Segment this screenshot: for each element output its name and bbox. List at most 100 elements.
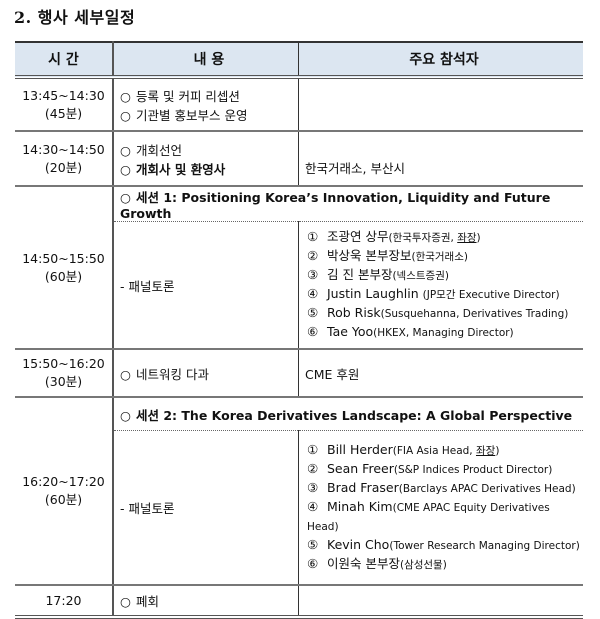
time: 14:30~14:50 <box>22 141 105 157</box>
time-cell: 14:30~14:50 (20분) <box>15 131 114 187</box>
paren: ) <box>495 445 500 457</box>
panelist: ④ Minah Kim(CME APAC Equity Derivatives H… <box>307 498 583 536</box>
session-text: 세션 2: The Korea Derivatives Landscape: A… <box>136 407 573 423</box>
panelist-name: 이원숙 본부장 <box>327 556 400 571</box>
panel-list: ① Bill Herder(FIA Asia Head, 좌장) ② Sean Fre… <box>298 430 583 586</box>
panelist-name: Kevin Cho <box>327 537 390 552</box>
affiliation: (한국투자증권, <box>388 232 458 244</box>
chair-label: 좌장 <box>457 232 477 244</box>
paren: ) <box>476 232 481 244</box>
table-row: 13:45~14:30 (45분) ○ 등록 및 커피 리셉션 ○ 기관별 홍보부스 운… <box>15 77 583 132</box>
panelist-name: Bill Herder <box>327 442 393 457</box>
chair-label: 좌장 <box>475 445 496 457</box>
panelist: ⑤ Rob Risk(Susquehanna, Derivatives Tradi… <box>307 304 583 323</box>
number: ② <box>307 461 319 476</box>
attendees-cell: 한국거래소, 부산시 <box>298 131 583 187</box>
schedule-table: 시 간 내 용 주요 참석자 13:45~14:30 (45분) ○ 등록 및 커피… <box>15 41 583 619</box>
panel-row: - 패널토론 ① 조광연 상무(한국투자증권, 좌장) ② 박상욱 본부장보(한국거래… <box>15 221 583 350</box>
content-cell: ○ 개회선언 ○ 개회사 및 환영사 <box>113 131 299 187</box>
panelist: ④ Justin Laughlin (JP모간 Executive Directo… <box>307 285 583 304</box>
time-cell: 15:50~16:20 (30분) <box>15 349 114 398</box>
time: 14:50~15:50 <box>22 250 105 266</box>
item: 기관별 홍보부스 운영 <box>136 107 248 123</box>
number: ⑥ <box>307 324 319 339</box>
header-row: 시 간 내 용 주요 참석자 <box>15 41 583 79</box>
number: ④ <box>307 286 319 301</box>
duration: (60분) <box>44 492 83 507</box>
header-time: 시 간 <box>15 41 114 79</box>
affiliation: (Tower Research Managing Director) <box>389 540 580 552</box>
number: ⑥ <box>307 556 319 571</box>
panelist-name: Justin Laughlin <box>327 286 423 301</box>
panelist: ② Sean Freer(S&P Indices Product Director… <box>307 460 583 479</box>
content-cell: ○ 네트워킹 다과 <box>113 349 299 398</box>
panelist: ⑥ 이원숙 본부장(삼성선물) <box>307 555 583 574</box>
time: 13:45~14:30 <box>22 87 105 103</box>
panel-label: - 패널토론 <box>113 430 299 586</box>
panelist-name: 박상욱 본부장보 <box>327 248 412 263</box>
affiliation: (Barclays APAC Derivatives Head) <box>398 483 576 495</box>
number: ③ <box>307 267 319 282</box>
panelist-name: Tae Yoo <box>327 324 374 339</box>
header-content: 내 용 <box>113 41 299 79</box>
time-cell: 16:20~17:20 (60분) <box>15 397 114 586</box>
panelist-name: Rob Risk <box>327 305 381 320</box>
panel-list: ① 조광연 상무(한국투자증권, 좌장) ② 박상욱 본부장보(한국거래소) ③ 김 진 … <box>298 221 583 350</box>
panelist: ⑤ Kevin Cho(Tower Research Managing Direc… <box>307 536 583 555</box>
number: ① <box>307 442 319 457</box>
session-row: 16:20~17:20 (60분) ○ 세션 2: The Korea Deriva… <box>15 397 583 586</box>
item: 네트워킹 다과 <box>136 366 209 382</box>
affiliation: (Susquehanna, Derivatives Trading) <box>380 308 569 320</box>
duration: (45분) <box>44 105 83 121</box>
number: ② <box>307 248 319 263</box>
affiliation: (넥스트증권) <box>392 270 449 282</box>
panelist-name: Brad Fraser <box>327 480 399 495</box>
number: ④ <box>307 499 319 514</box>
affiliation: (HKEX, Managing Director) <box>373 327 514 339</box>
duration: (60분) <box>44 268 83 284</box>
attendees-cell: CME 후원 <box>298 349 583 398</box>
panelist: ③ Brad Fraser(Barclays APAC Derivatives H… <box>307 479 583 498</box>
duration: (20분) <box>44 159 83 175</box>
panelist: ② 박상욱 본부장보(한국거래소) <box>307 247 583 266</box>
number: ③ <box>307 480 319 495</box>
table-row: 14:30~14:50 (20분) ○ 개회선언 ○ 개회사 및 환영사 한국거래소, … <box>15 131 583 187</box>
affiliation: (삼성선물) <box>399 559 447 571</box>
session-text: 세션 1: Positioning Korea’s Innovation, Li… <box>120 190 551 221</box>
panelist-name: Minah Kim <box>327 499 393 514</box>
duration: (30분) <box>44 374 83 389</box>
content-cell: ○ 폐회 <box>113 585 299 619</box>
affiliation: (CME APAC Equity Derivatives Head) <box>307 502 550 533</box>
item: 개회선언 <box>136 142 183 158</box>
section-title: 2. 행사 세부일정 <box>14 8 136 27</box>
time-cell: 17:20 <box>15 585 114 619</box>
session-row: 14:50~15:50 (60분) ○ 세션 1: Positioning Kore… <box>15 186 583 350</box>
panelist-name: Sean Freer <box>327 461 394 476</box>
time-cell: 14:50~15:50 (60분) <box>15 186 114 350</box>
session-title: ○ 세션 1: Positioning Korea’s Innovation, L… <box>113 186 583 222</box>
time-cell: 13:45~14:30 (45분) <box>15 77 114 132</box>
panelist-name: 김 진 본부장 <box>327 267 393 282</box>
affiliation: (FIA Asia Head, <box>392 445 476 457</box>
table-row: 15:50~16:20 (30분) ○ 네트워킹 다과 CME 후원 <box>15 349 583 398</box>
panelist: ① Bill Herder(FIA Asia Head, 좌장) <box>307 441 583 460</box>
content-cell: ○ 등록 및 커피 리셉션 ○ 기관별 홍보부스 운영 <box>113 77 299 132</box>
time: 15:50~16:20 <box>22 356 105 371</box>
item: 개회사 및 환영사 <box>136 161 226 177</box>
session-title: ○ 세션 2: The Korea Derivatives Landscape: … <box>113 397 583 431</box>
panel-label: - 패널토론 <box>113 221 299 350</box>
attendees-cell <box>298 77 583 132</box>
item: 폐회 <box>136 594 160 609</box>
item: 등록 및 커피 리셉션 <box>136 88 240 104</box>
attendees-cell <box>298 585 583 619</box>
panelist: ⑥ Tae Yoo(HKEX, Managing Director) <box>307 323 583 342</box>
panelist: ① 조광연 상무(한국투자증권, 좌장) <box>307 228 583 247</box>
number: ① <box>307 229 319 244</box>
number: ⑤ <box>307 305 319 320</box>
affiliation: (S&P Indices Product Director) <box>393 464 553 476</box>
affiliation: (한국거래소) <box>411 251 468 263</box>
time: 16:20~17:20 <box>22 474 105 489</box>
panelist: ③ 김 진 본부장(넥스트증권) <box>307 266 583 285</box>
table-row: 17:20 ○ 폐회 <box>15 585 583 619</box>
affiliation: (JP모간 Executive Director) <box>422 289 560 301</box>
